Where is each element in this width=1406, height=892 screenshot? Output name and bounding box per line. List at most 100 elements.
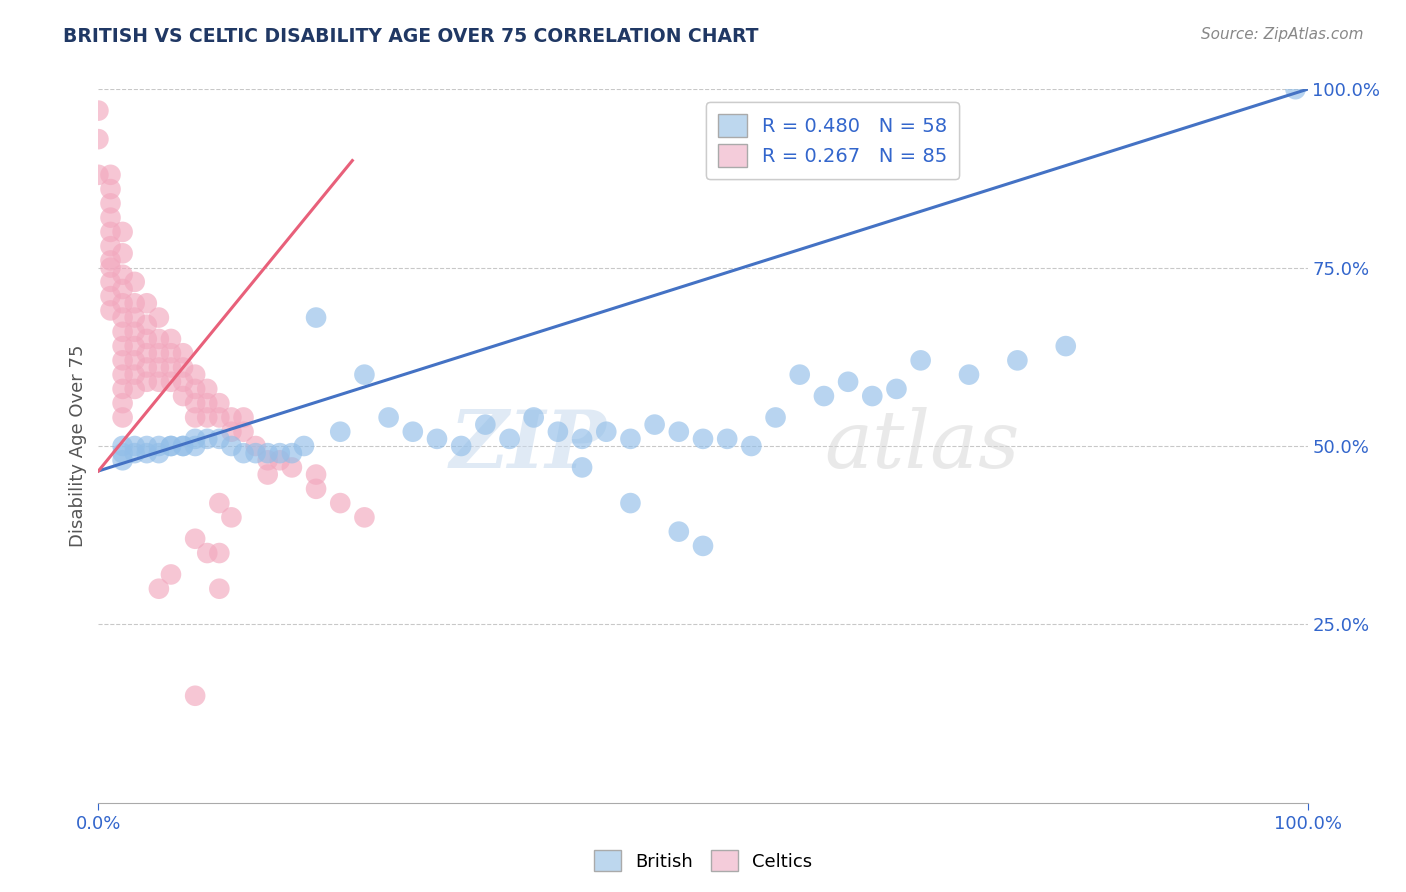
- Point: [111, 396, 134, 410]
- Point: [148, 360, 170, 375]
- Point: [765, 410, 787, 425]
- Point: [111, 382, 134, 396]
- Point: [474, 417, 496, 432]
- Point: [740, 439, 762, 453]
- Point: [124, 310, 146, 325]
- Point: [184, 439, 207, 453]
- Point: [111, 296, 134, 310]
- Point: [1007, 353, 1029, 368]
- Point: [208, 582, 231, 596]
- Legend: British, Celtics: British, Celtics: [586, 843, 820, 879]
- Point: [450, 439, 472, 453]
- Point: [595, 425, 617, 439]
- Legend: R = 0.480   N = 58, R = 0.267   N = 85: R = 0.480 N = 58, R = 0.267 N = 85: [706, 103, 959, 178]
- Point: [208, 410, 231, 425]
- Point: [195, 432, 218, 446]
- Point: [329, 425, 352, 439]
- Point: [124, 368, 146, 382]
- Point: [100, 168, 122, 182]
- Point: [281, 446, 304, 460]
- Point: [160, 439, 183, 453]
- Point: [111, 453, 134, 467]
- Point: [269, 453, 291, 467]
- Point: [256, 467, 278, 482]
- Point: [245, 439, 267, 453]
- Point: [813, 389, 835, 403]
- Point: [148, 582, 170, 596]
- Point: [245, 446, 267, 460]
- Point: [111, 325, 134, 339]
- Point: [221, 425, 243, 439]
- Point: [221, 510, 243, 524]
- Point: [353, 368, 375, 382]
- Point: [124, 296, 146, 310]
- Point: [111, 268, 134, 282]
- Point: [571, 460, 593, 475]
- Point: [208, 396, 231, 410]
- Point: [208, 546, 231, 560]
- Point: [184, 432, 207, 446]
- Point: [100, 225, 122, 239]
- Point: [160, 332, 183, 346]
- Text: Source: ZipAtlas.com: Source: ZipAtlas.com: [1201, 27, 1364, 42]
- Point: [910, 353, 932, 368]
- Point: [100, 289, 122, 303]
- Point: [124, 339, 146, 353]
- Point: [124, 382, 146, 396]
- Point: [148, 310, 170, 325]
- Point: [100, 196, 122, 211]
- Point: [232, 425, 254, 439]
- Point: [789, 368, 811, 382]
- Point: [111, 368, 134, 382]
- Text: ZIP: ZIP: [450, 408, 606, 484]
- Point: [100, 275, 122, 289]
- Point: [184, 532, 207, 546]
- Point: [353, 510, 375, 524]
- Point: [148, 446, 170, 460]
- Point: [124, 325, 146, 339]
- Point: [426, 432, 449, 446]
- Point: [100, 303, 122, 318]
- Point: [184, 410, 207, 425]
- Point: [837, 375, 859, 389]
- Point: [668, 425, 690, 439]
- Point: [305, 482, 328, 496]
- Point: [184, 368, 207, 382]
- Point: [111, 225, 134, 239]
- Point: [221, 410, 243, 425]
- Point: [148, 375, 170, 389]
- Text: atlas: atlas: [824, 408, 1019, 484]
- Point: [160, 360, 183, 375]
- Point: [1054, 339, 1077, 353]
- Point: [498, 432, 520, 446]
- Point: [269, 446, 291, 460]
- Point: [172, 439, 194, 453]
- Point: [208, 432, 231, 446]
- Point: [87, 103, 110, 118]
- Point: [184, 396, 207, 410]
- Point: [111, 339, 134, 353]
- Point: [208, 496, 231, 510]
- Point: [111, 410, 134, 425]
- Point: [195, 546, 218, 560]
- Point: [644, 417, 666, 432]
- Y-axis label: Disability Age Over 75: Disability Age Over 75: [69, 344, 87, 548]
- Point: [111, 310, 134, 325]
- Point: [111, 446, 134, 460]
- Point: [184, 382, 207, 396]
- Point: [305, 467, 328, 482]
- Point: [160, 375, 183, 389]
- Point: [232, 446, 254, 460]
- Point: [402, 425, 425, 439]
- Point: [111, 353, 134, 368]
- Text: BRITISH VS CELTIC DISABILITY AGE OVER 75 CORRELATION CHART: BRITISH VS CELTIC DISABILITY AGE OVER 75…: [63, 27, 759, 45]
- Point: [256, 446, 278, 460]
- Point: [135, 360, 157, 375]
- Point: [160, 439, 183, 453]
- Point: [100, 211, 122, 225]
- Point: [668, 524, 690, 539]
- Point: [160, 346, 183, 360]
- Point: [619, 432, 641, 446]
- Point: [135, 446, 157, 460]
- Point: [148, 439, 170, 453]
